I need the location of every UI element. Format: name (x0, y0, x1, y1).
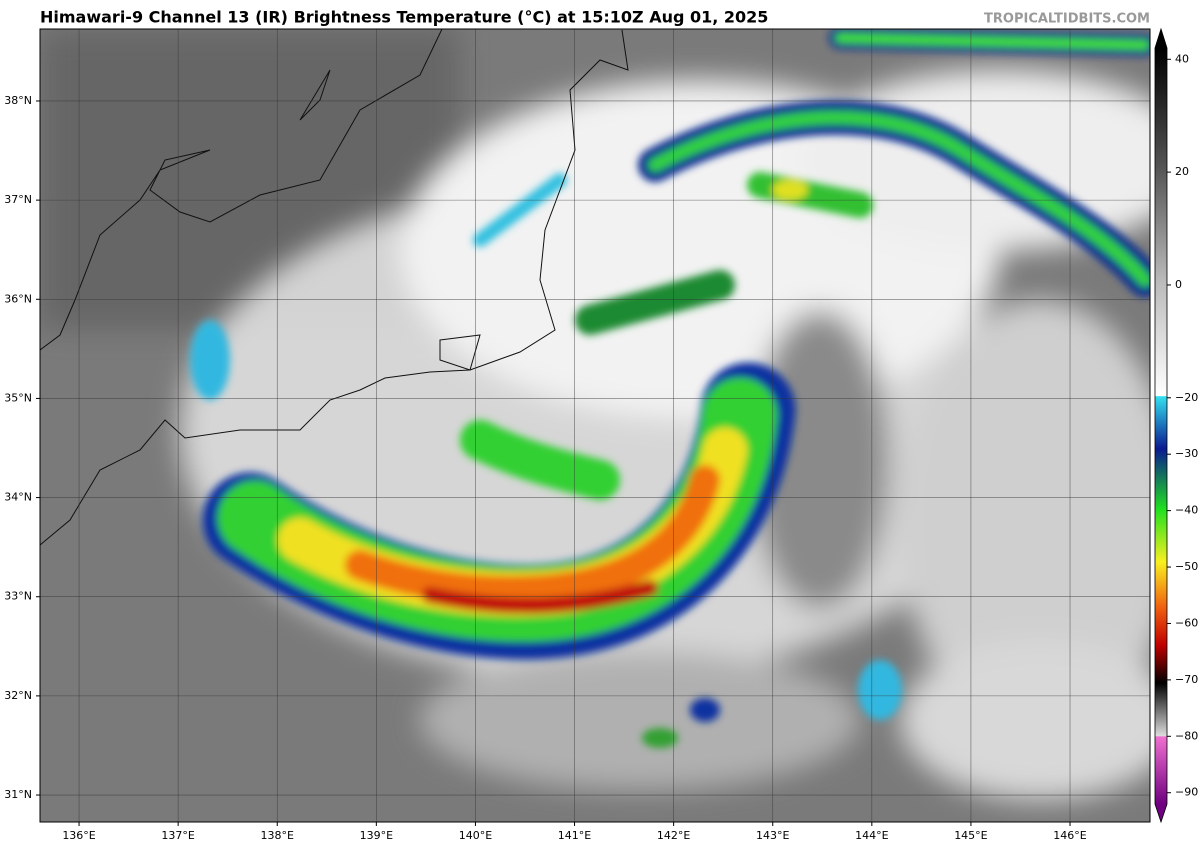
colorbar-scale (1155, 48, 1167, 804)
x-tick-label: 143°E (756, 829, 789, 842)
y-tick-label: 33°N (4, 590, 32, 603)
colorbar-tick-label: 20 (1175, 165, 1189, 178)
x-tick-label: 140°E (459, 829, 492, 842)
satellite-imagery (40, 29, 1150, 822)
y-tick-label: 31°N (4, 788, 32, 801)
x-tick-label: 141°E (558, 829, 591, 842)
colorbar-tick-label: −50 (1175, 560, 1198, 573)
y-tick-label: 34°N (4, 491, 32, 504)
x-tick-label: 139°E (360, 829, 393, 842)
x-tick-label: 136°E (62, 829, 95, 842)
watermark: TROPICALTIDBITS.COM (984, 12, 1150, 27)
x-tick-label: 138°E (261, 829, 294, 842)
x-tick-label: 137°E (161, 829, 194, 842)
title: Himawari-9 Channel 13 (IR) Brightness Te… (40, 8, 768, 27)
map-frame (39, 28, 1151, 823)
colorbar-tick-label: −60 (1175, 616, 1198, 629)
colorbar: 40 20 0 −20 −30 −40 −50 −60 −70 −80 −90 (1154, 27, 1198, 824)
colorbar-tick-label: −20 (1175, 391, 1198, 404)
colorbar-tick-label: −80 (1175, 729, 1198, 742)
y-tick-label: 38°N (4, 94, 32, 107)
y-tick-label: 37°N (4, 193, 32, 206)
colorbar-tick-label: −40 (1175, 504, 1198, 517)
x-tick-label: 144°E (855, 829, 888, 842)
x-tick-label: 146°E (1053, 829, 1086, 842)
colorbar-extend-top (1155, 29, 1167, 48)
colorbar-tick-label: 0 (1175, 278, 1182, 291)
graticule (40, 29, 1150, 822)
tick-labels: 136°E 137°E 138°E 139°E 140°E 141°E 142°E 143°E… (4, 94, 1087, 842)
x-tick-label: 142°E (657, 829, 690, 842)
y-tick-label: 36°N (4, 292, 32, 305)
colorbar-outline (1154, 27, 1168, 824)
colorbar-tick-label: −90 (1175, 786, 1198, 799)
colorbar-tick-label: 40 (1175, 52, 1189, 65)
colorbar-tick-label: −70 (1175, 673, 1198, 686)
y-tick-label: 35°N (4, 391, 32, 404)
colorbar-extend-bottom (1155, 804, 1167, 822)
x-tick-label: 145°E (954, 829, 987, 842)
y-tick-label: 32°N (4, 689, 32, 702)
colorbar-tick-label: −30 (1175, 447, 1198, 460)
